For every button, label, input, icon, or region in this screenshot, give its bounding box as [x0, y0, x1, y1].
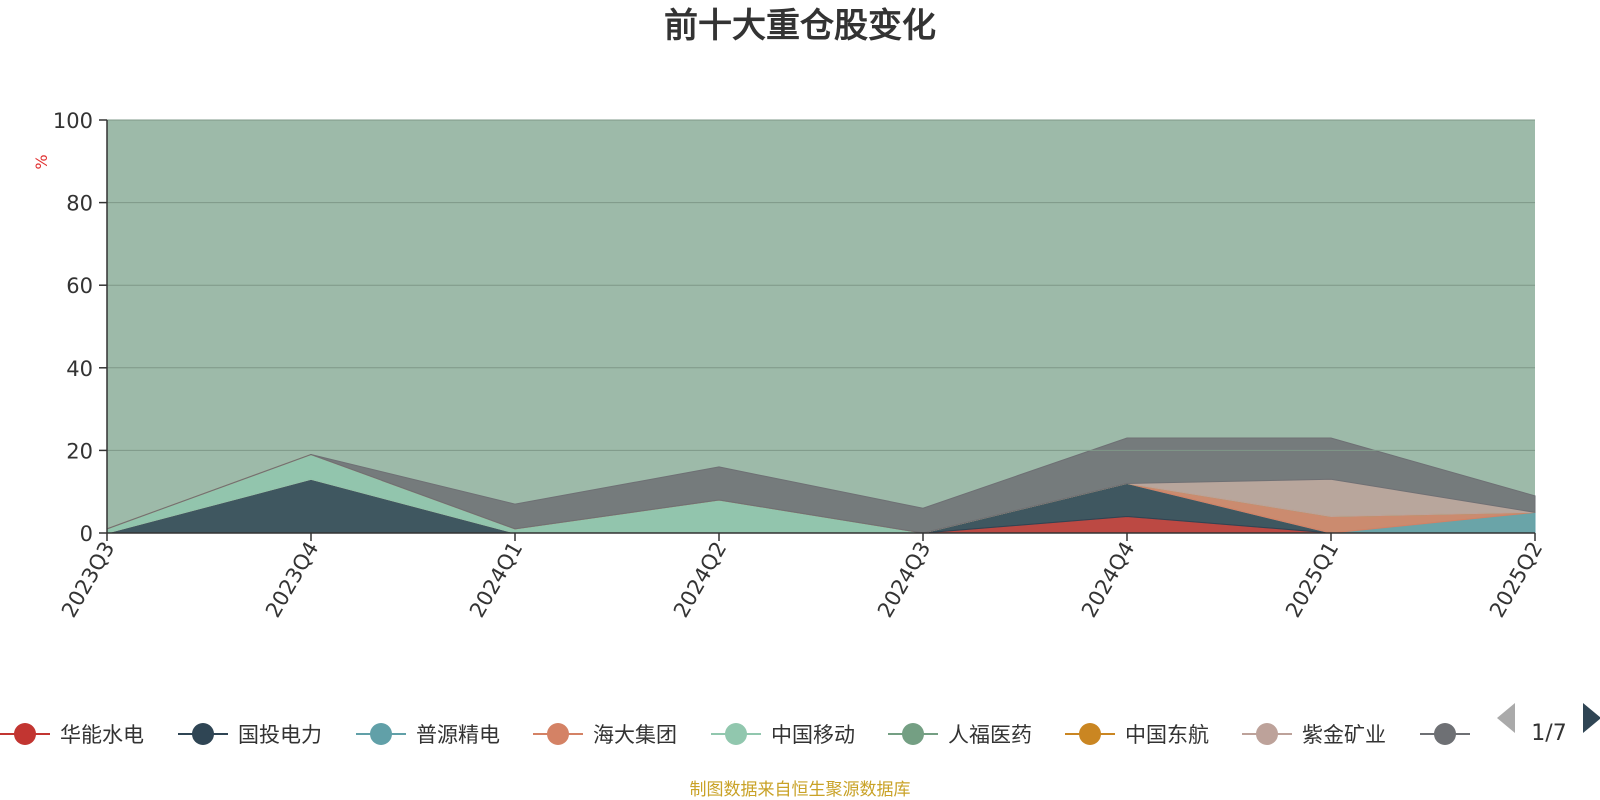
chart-title: 前十大重仓股变化	[664, 6, 936, 46]
legend-marker-0	[14, 723, 36, 745]
legend-item-8[interactable]	[1420, 723, 1470, 745]
x-tick-label-3: 2024Q2	[669, 538, 731, 622]
legend-item-4[interactable]: 中国移动	[711, 723, 855, 747]
legend-label-5: 人福医药	[948, 723, 1032, 747]
x-tick-label-4: 2024Q3	[873, 538, 935, 622]
source-note: 制图数据来自恒生聚源数据库	[690, 780, 911, 800]
legend-marker-8	[1434, 723, 1456, 745]
legend: 华能水电 国投电力 普源精电 海大集团 中国移动 人福医药 中国东航 紫金矿业	[0, 723, 1470, 747]
legend-label-6: 中国东航	[1125, 723, 1209, 747]
x-tick-label-6: 2025Q1	[1281, 538, 1343, 622]
x-tick-label-7: 2025Q2	[1485, 538, 1547, 622]
legend-item-3[interactable]: 海大集团	[533, 723, 677, 747]
legend-page-indicator: 1/7	[1531, 721, 1566, 746]
legend-prev-icon[interactable]	[1497, 703, 1515, 733]
y-tick-label-1: 20	[66, 439, 93, 463]
y-tick-label-0: 0	[80, 522, 93, 546]
area-series-8	[106, 437, 1536, 534]
y-axis-unit: %	[32, 154, 51, 169]
x-tick-label-5: 2024Q4	[1077, 538, 1139, 622]
y-tick-label-3: 60	[66, 274, 93, 298]
legend-item-6[interactable]: 中国东航	[1065, 723, 1209, 747]
legend-marker-2	[370, 723, 392, 745]
x-tick-label-1: 2023Q4	[261, 538, 323, 622]
legend-item-7[interactable]: 紫金矿业	[1242, 723, 1386, 747]
legend-marker-1	[192, 723, 214, 745]
legend-item-1[interactable]: 国投电力	[178, 723, 322, 747]
grid-lines	[107, 119, 1535, 451]
legend-item-5[interactable]: 人福医药	[888, 723, 1032, 747]
legend-marker-6	[1079, 723, 1101, 745]
legend-label-4: 中国移动	[771, 723, 855, 747]
legend-label-0: 华能水电	[60, 723, 144, 747]
legend-marker-5	[902, 723, 924, 745]
legend-marker-4	[725, 723, 747, 745]
y-tick-label-4: 80	[66, 192, 93, 216]
legend-label-3: 海大集团	[593, 723, 677, 747]
x-tick-label-2: 2024Q1	[465, 538, 527, 622]
legend-label-7: 紫金矿业	[1302, 723, 1386, 747]
legend-item-0[interactable]: 华能水电	[0, 723, 144, 747]
legend-marker-7	[1256, 723, 1278, 745]
x-tick-label-0: 2023Q3	[57, 538, 119, 622]
legend-marker-3	[547, 723, 569, 745]
y-tick-label-2: 40	[66, 357, 93, 381]
legend-item-2[interactable]: 普源精电	[356, 723, 500, 747]
legend-pager: 1/7	[1497, 703, 1600, 746]
legend-label-1: 国投电力	[238, 723, 322, 747]
legend-label-2: 普源精电	[416, 723, 500, 747]
legend-next-icon[interactable]	[1583, 703, 1600, 733]
y-tick-label-5: 100	[53, 109, 93, 133]
